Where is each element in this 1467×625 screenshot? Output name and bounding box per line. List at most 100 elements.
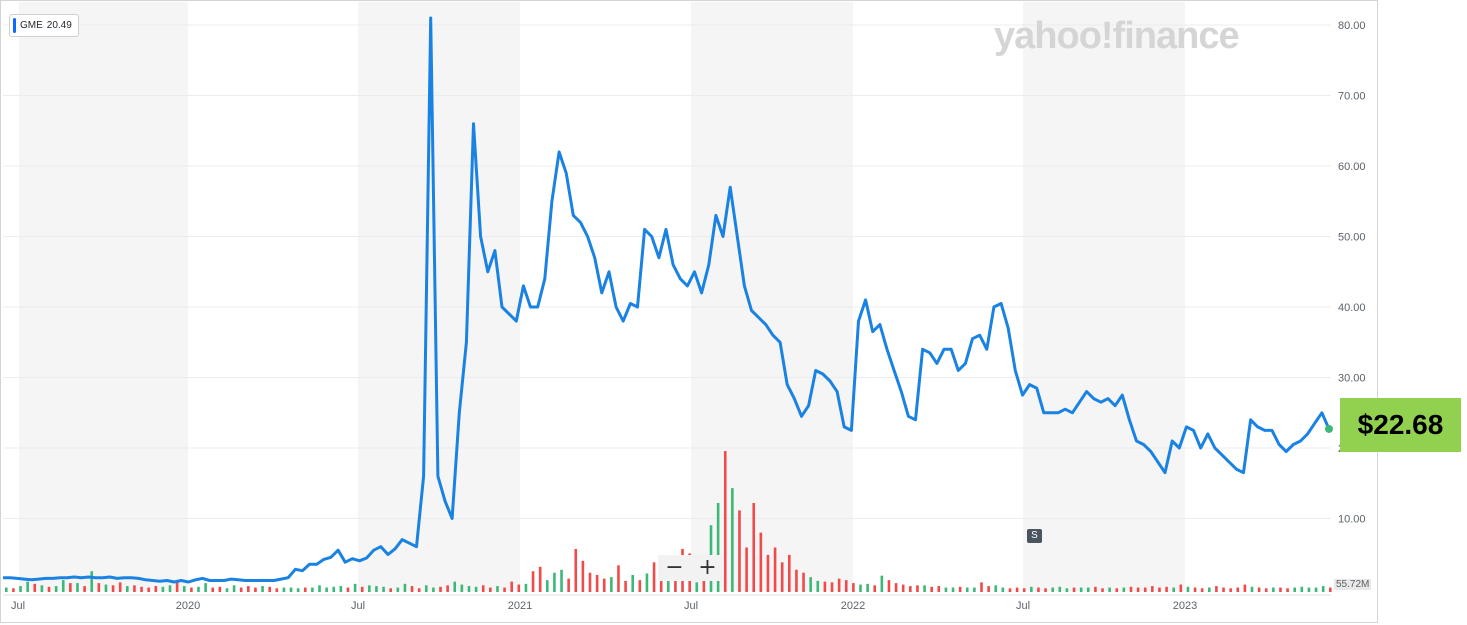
volume-bar [510,581,513,592]
x-tick-label: Jul [684,600,698,612]
y-tick-label: 60.00 [1338,161,1366,173]
volume-bar [503,587,506,592]
volume-bar [560,569,563,592]
volume-bar [97,583,101,592]
volume-bar [353,583,357,592]
volume-bar [1129,586,1133,592]
price-line [3,16,1331,584]
volume-bar [1222,587,1225,592]
x-tick-label: 2022 [841,600,865,612]
volume-bar [133,585,136,592]
volume-bar [467,586,471,592]
volume-bar [1008,588,1012,592]
volume-bar [126,586,129,592]
volume-bar [545,580,549,592]
volume-bar [773,547,777,592]
volume-bar [1072,587,1076,592]
ticker-symbol: GME [20,20,43,31]
volume-bar [1044,588,1047,592]
x-tick-label: 2021 [508,600,532,612]
volume-bar [780,562,784,592]
zoom-out-button[interactable]: − [665,555,684,580]
volume-bar [852,583,855,592]
volume-bar [1279,587,1282,592]
volume-bar [140,586,143,592]
volume-bar [1051,587,1054,592]
volume-bar [239,587,243,592]
volume-bar [588,572,592,592]
volume-bar [424,585,428,592]
price-chart: 10.0020.0030.0040.0050.0060.0070.0080.00… [3,2,1366,612]
volume-bar [517,584,521,592]
volume-bar [296,588,300,592]
volume-bar [211,587,215,592]
y-tick-label: 50.00 [1338,232,1366,244]
volume-bar [738,510,741,592]
volume-bar [12,588,15,592]
split-event-marker[interactable]: S [1027,529,1042,543]
volume-bar [631,574,635,592]
volume-bar [1272,587,1275,592]
y-tick-label: 70.00 [1338,91,1366,103]
volume-bar [823,581,827,592]
volume-bar [90,571,94,592]
volume-bar [610,577,613,592]
volume-bar [282,587,286,592]
volume-bar [723,451,727,592]
zoom-in-button[interactable]: + [698,555,717,580]
volume-bar [923,585,926,592]
volume-bar [111,585,115,592]
y-tick-label: 30.00 [1338,373,1366,385]
volume-bar [837,578,841,592]
volume-bar [154,586,158,592]
volume-bar [1022,588,1026,592]
volume-bar [346,587,350,592]
volume-bar [175,581,179,592]
volume-bar [325,587,328,592]
volume-bar [973,587,976,592]
volume-bar [446,585,449,592]
volume-bar [168,585,172,592]
volume-bar [624,580,627,592]
volume-bar [901,584,905,592]
ticker-value: 20.49 [46,20,72,31]
volume-bar [190,587,193,592]
volume-bar [54,586,58,592]
volume-bar [745,547,748,592]
ticker-badge[interactable]: GME 20.49 [9,14,79,37]
time-band [691,2,853,591]
volume-bar [1065,588,1069,592]
volume-bar [389,588,392,592]
volume-bar [1115,588,1119,592]
volume-bar [1172,587,1175,592]
volume-bar [40,585,44,592]
volume-bar [1143,587,1147,592]
volume-bar [574,548,578,592]
volume-bar [1037,587,1040,592]
yahoo-finance-logo: yahoo!finance [994,15,1240,57]
volume-bar [261,586,264,592]
volume-bar [937,586,941,592]
volume-bar [311,587,314,592]
volume-bar [1243,584,1247,592]
volume-bar [1264,588,1268,592]
volume-bar [581,560,585,592]
volume-bar [147,587,150,592]
volume-bar [83,586,86,592]
volume-bar [716,502,720,592]
volume-bar [795,569,798,592]
volume-bar [1200,588,1204,592]
volume-bar [332,586,336,592]
volume-bar [524,583,528,592]
volume-bar [667,574,670,592]
volume-bar [339,586,343,592]
volume-bar [965,587,969,592]
volume-bar [489,587,492,592]
volume-bar [1236,587,1240,592]
volume-bar [638,580,642,592]
volume-bar [1321,586,1325,592]
volume-bar [674,577,677,592]
y-tick-label: 80.00 [1338,20,1366,32]
volume-bar [410,586,414,592]
volume-bar [439,586,442,592]
